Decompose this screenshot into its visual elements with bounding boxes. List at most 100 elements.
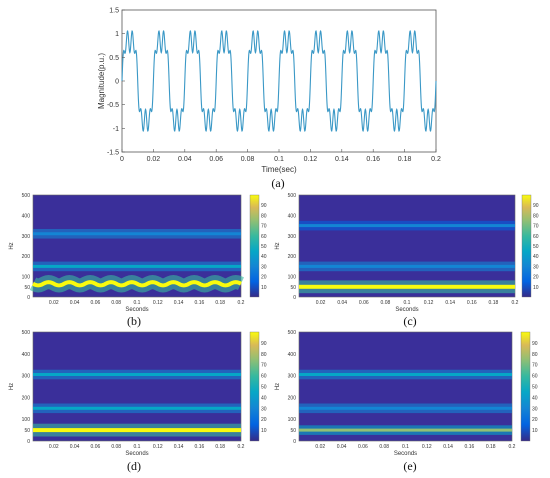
band-350hz — [299, 224, 515, 228]
x-tick-label: 0.1 — [134, 444, 141, 450]
y-tick-label: 200 — [22, 254, 31, 260]
panel-label-c: (c) — [403, 314, 416, 328]
plot-area-d — [32, 331, 242, 442]
x-tick-label: 0.08 — [111, 444, 121, 450]
colorbar-tick-label: 50 — [261, 244, 267, 250]
x-tick-label: 0.12 — [304, 156, 318, 163]
band-305hz — [33, 373, 241, 377]
x-tick-label: 0.14 — [443, 444, 453, 450]
y-tick-label: 50 — [290, 428, 296, 434]
x-tick-label: 0.14 — [335, 156, 349, 163]
colorbar-d — [249, 331, 260, 442]
x-tick-label: 0.18 — [215, 444, 225, 450]
y-tick-label: 300 — [288, 234, 297, 240]
colorbar-tick-label: 10 — [532, 428, 538, 434]
x-tick-label: 0.04 — [70, 300, 80, 306]
x-tick-label: 0.16 — [195, 300, 205, 306]
y-tick-label: 500 — [22, 330, 31, 336]
colorbar-tick-label: 40 — [532, 395, 538, 401]
x-tick-label: 0.1 — [134, 300, 141, 306]
y-tick-label: 100 — [22, 417, 31, 423]
x-tick-label: 0.2 — [431, 156, 441, 163]
colorbar-tick-label: 60 — [261, 374, 267, 380]
y-tick-label: 0 — [27, 295, 30, 301]
y-tick-label: 300 — [22, 234, 31, 240]
colorbar-tick-label: 80 — [261, 352, 267, 358]
y-axis-label: Hz — [275, 242, 281, 249]
colorbar-tick-label: 10 — [261, 428, 267, 434]
x-tick-label: 0.04 — [337, 444, 347, 450]
colorbar-tick-label: 50 — [532, 385, 538, 391]
colorbar-tick-label: 80 — [261, 213, 267, 219]
x-axis-label: Seconds — [394, 451, 417, 457]
colorbar-e — [520, 331, 531, 442]
colorbar-tick-label: 20 — [532, 417, 538, 423]
y-tick-label: 50 — [24, 428, 30, 434]
x-tick-label: 0.08 — [381, 300, 391, 306]
x-tick-label: 0.16 — [467, 300, 477, 306]
y-tick-label: 300 — [288, 374, 297, 380]
y-tick-label: 300 — [22, 374, 31, 380]
x-tick-label: 0.12 — [422, 444, 432, 450]
x-tick-label: 0.2 — [509, 444, 516, 450]
panel-label-a: (a) — [271, 176, 284, 190]
x-tick-label: 0.14 — [445, 300, 455, 306]
x-tick-label: 0.18 — [398, 156, 412, 163]
y-axis-label: Hz — [9, 383, 15, 390]
y-tick-label: 500 — [288, 193, 297, 199]
band-50hz — [299, 428, 512, 432]
colorbar-tick-label: 80 — [533, 213, 539, 219]
y-axis-label: Hz — [9, 242, 15, 249]
panel-label-b: (b) — [127, 314, 141, 328]
x-tick-label: 0.06 — [358, 444, 368, 450]
line-chart-a: 0 0.02 0.04 0.06 0.08 0.1 0.12 0.14 0.16 0.18 0.2 1… — [97, 8, 441, 191]
y-tick-label: 500 — [22, 193, 31, 199]
x-tick-label: 0.02 — [316, 300, 326, 306]
y-tick-label: 0 — [115, 79, 119, 86]
x-tick-label: 0.16 — [195, 444, 205, 450]
x-tick-label: 0.1 — [274, 156, 284, 163]
colorbar-tick-label: 70 — [532, 363, 538, 369]
plot-area-e — [298, 331, 513, 442]
colorbar-b — [249, 194, 260, 298]
x-axis-label: Time(sec) — [261, 165, 297, 174]
y-tick-label: 400 — [288, 213, 297, 219]
y-tick-label: 200 — [288, 254, 297, 260]
x-tick-label: 0.04 — [178, 156, 192, 163]
colorbar-tick-label: 40 — [533, 254, 539, 260]
x-tick-label: 0.06 — [359, 300, 369, 306]
x-tick-label: 0.14 — [174, 444, 184, 450]
colorbar-tick-label: 10 — [261, 285, 267, 291]
x-tick-label: 0.12 — [153, 444, 163, 450]
x-tick-label: 0.18 — [486, 444, 496, 450]
spectrogram-b: 0.02 0.04 0.06 0.08 0.1 0.12 0.14 0.16 0.18 0.2 50… — [9, 193, 267, 328]
x-tick-label: 0.08 — [379, 444, 389, 450]
colorbar-tick-label: 70 — [533, 224, 539, 230]
y-tick-label: 100 — [288, 417, 297, 423]
colorbar-tick-label: 20 — [261, 417, 267, 423]
spectrogram-c: 0.02 0.04 0.06 0.08 0.1 0.12 0.14 0.16 0.18 0.2 50… — [275, 193, 539, 328]
x-tick-label: 0.06 — [91, 444, 101, 450]
x-tick-label: 0.18 — [215, 300, 225, 306]
panel-label-e: (e) — [403, 459, 416, 473]
x-tick-label: 0.16 — [366, 156, 380, 163]
x-tick-label: 0.14 — [174, 300, 184, 306]
colorbar-tick-label: 60 — [532, 374, 538, 380]
colorbar-tick-label: 70 — [261, 224, 267, 230]
x-tick-label: 0.02 — [49, 300, 59, 306]
y-tick-label: 400 — [22, 213, 31, 219]
y-tick-label: 0 — [293, 439, 296, 445]
colorbar-tick-label: 90 — [533, 203, 539, 209]
panel-label-d: (d) — [127, 459, 141, 473]
y-axis-label: Magnitude(p.u.) — [97, 53, 106, 109]
x-tick-label: 0.06 — [209, 156, 223, 163]
y-tick-label: 1.5 — [109, 8, 119, 15]
x-tick-label: 0.1 — [402, 444, 409, 450]
band-150hz — [299, 264, 515, 268]
colorbar-tick-label: 50 — [533, 244, 539, 250]
x-tick-label: 0.08 — [241, 156, 255, 163]
colorbar-tick-label: 50 — [261, 385, 267, 391]
x-tick-label: 0 — [120, 156, 124, 163]
colorbar-tick-label: 30 — [261, 264, 267, 270]
